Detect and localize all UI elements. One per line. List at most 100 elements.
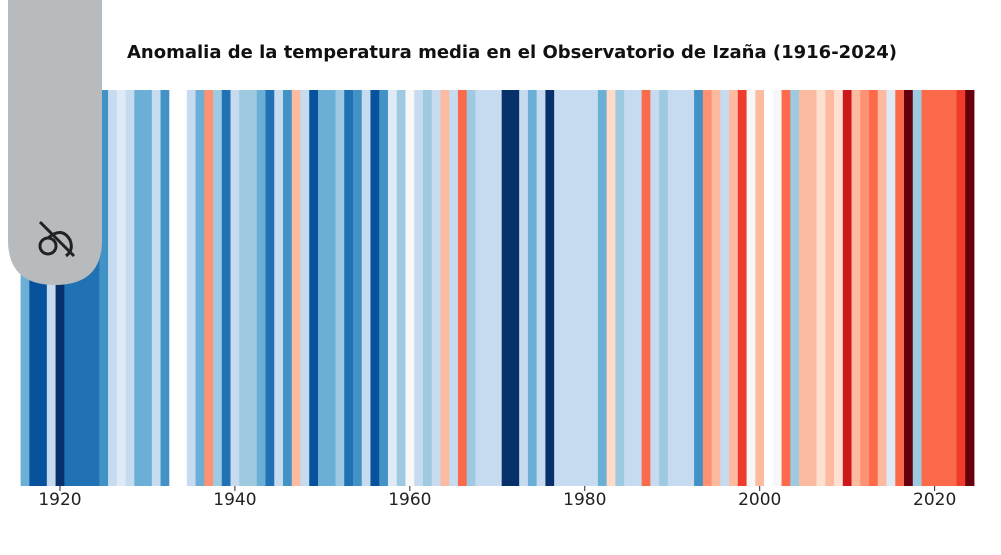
stripe [501, 90, 511, 486]
x-tick-label: 2000 [738, 490, 781, 510]
stripe [387, 90, 398, 486]
stripe [589, 90, 599, 486]
stripe [877, 90, 887, 486]
stripe [195, 90, 205, 486]
stripe [352, 90, 363, 486]
stripe [606, 90, 616, 486]
stripe [904, 90, 914, 486]
stripe [457, 90, 468, 486]
stripe [886, 90, 896, 486]
stripe [729, 90, 739, 486]
stripe [659, 90, 669, 486]
stripe [370, 90, 380, 486]
stripe [125, 90, 135, 486]
stripe [667, 90, 678, 486]
stripe [256, 90, 266, 486]
stripe [379, 90, 389, 486]
stripe [536, 90, 546, 486]
x-tick-label: 1920 [38, 490, 81, 510]
stripe [64, 90, 74, 486]
stripe [46, 90, 56, 486]
stripe [186, 90, 196, 486]
stripe [73, 90, 83, 486]
stripe [807, 90, 817, 486]
stripe [562, 90, 573, 486]
stripe [475, 90, 485, 486]
stripe [414, 90, 424, 486]
stripe [326, 90, 336, 486]
stripe [624, 90, 634, 486]
stripe [239, 90, 249, 486]
stripe [151, 90, 161, 486]
stripe [178, 90, 188, 486]
stripes [20, 90, 975, 486]
stripe [265, 90, 275, 486]
stripe [781, 90, 791, 486]
stripe [38, 90, 48, 486]
stripe [405, 90, 415, 486]
stripe [755, 90, 765, 486]
stripe [799, 90, 809, 486]
stripe [396, 90, 406, 486]
floating-overlay[interactable] [8, 0, 102, 285]
stripe [772, 90, 782, 486]
stripe [790, 90, 800, 486]
stripe [650, 90, 660, 486]
x-axis: 1920 1940 1960 1980 2000 2020 [38, 486, 956, 510]
stripe [510, 90, 520, 486]
stripe [930, 90, 940, 486]
stripe [869, 90, 879, 486]
stripe [283, 90, 293, 486]
stripe [108, 90, 118, 486]
stripe [554, 90, 564, 486]
stripe [860, 90, 870, 486]
stripe [842, 90, 852, 486]
overlay-panel[interactable] [8, 0, 102, 285]
stripe [344, 90, 354, 486]
stripe [431, 90, 441, 486]
stripe [160, 90, 170, 486]
x-tick-label: 1940 [213, 490, 256, 510]
stripe [545, 90, 555, 486]
stripe [702, 90, 712, 486]
stripe [335, 90, 345, 486]
stripe [213, 90, 223, 486]
stripe [720, 90, 730, 486]
stripe [816, 90, 826, 486]
x-tick-label: 2020 [913, 490, 956, 510]
stripe [90, 90, 100, 486]
stripe [81, 90, 91, 486]
stripe [300, 90, 310, 486]
stripe [632, 90, 643, 486]
stripe [939, 90, 949, 486]
stripe [737, 90, 747, 486]
stripe [230, 90, 240, 486]
stripe [309, 90, 319, 486]
overlay-icon[interactable] [38, 220, 76, 258]
stripe [580, 90, 590, 486]
stripe [422, 90, 433, 486]
stripe [571, 90, 581, 486]
stripe [527, 90, 538, 486]
stripe [466, 90, 476, 486]
stripe [834, 90, 844, 486]
stripe [956, 90, 966, 486]
stripe [746, 90, 756, 486]
stripe [29, 90, 39, 486]
stripe [169, 90, 179, 486]
stripe [641, 90, 651, 486]
chart-title: Anomalia de la temperatura media en el O… [127, 42, 897, 63]
stripe [825, 90, 835, 486]
stripe [519, 90, 529, 486]
stripe [204, 90, 214, 486]
stripe [912, 90, 922, 486]
stripe [764, 90, 774, 486]
stripe [492, 90, 503, 486]
stripe [615, 90, 625, 486]
stripe [711, 90, 721, 486]
stripe [685, 90, 695, 486]
x-tick-label: 1980 [563, 490, 606, 510]
stripe [597, 90, 608, 486]
stripe [20, 90, 30, 486]
